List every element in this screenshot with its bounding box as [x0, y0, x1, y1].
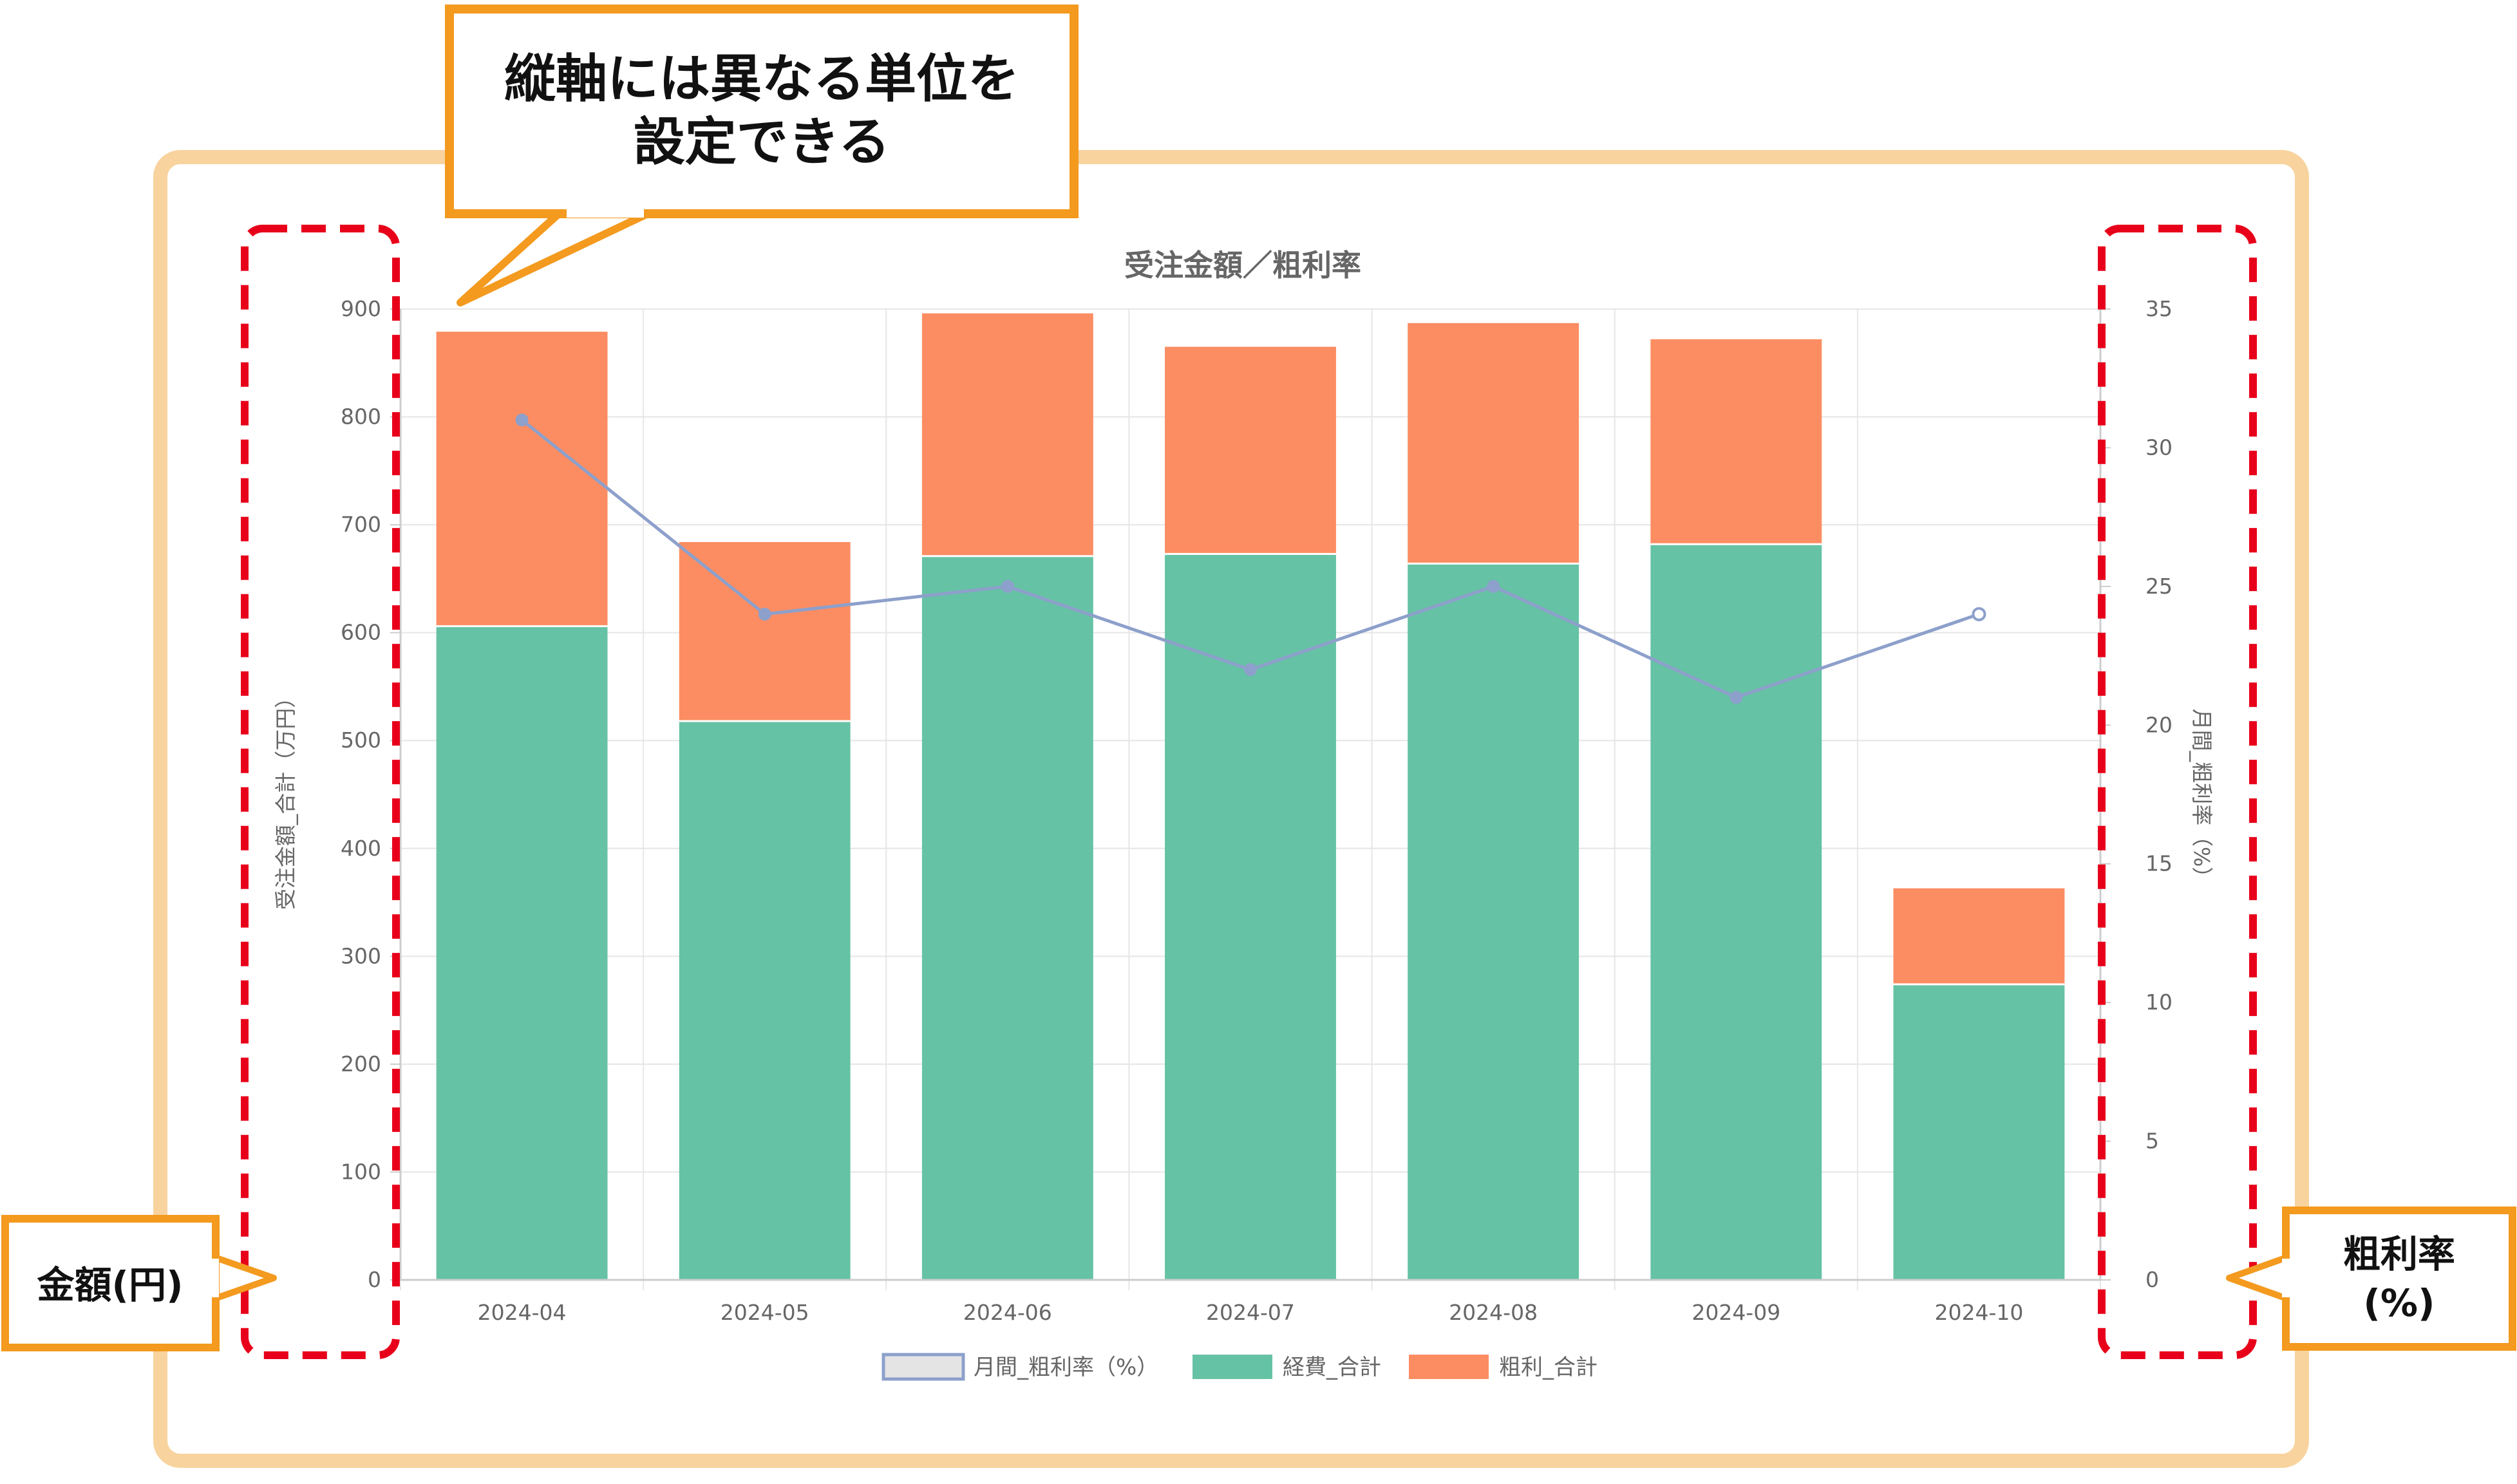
y-right-tick-label: 30	[2145, 435, 2173, 460]
x-tick-label: 2024-10	[1934, 1300, 2023, 1325]
bar-cost	[921, 556, 1093, 1281]
y-left-axis-title: 受注金額_合計（万円）	[273, 687, 298, 910]
y-left-tick-label: 400	[341, 836, 381, 861]
legend-swatch-profit	[1409, 1355, 1489, 1379]
left-axis-highlight	[241, 225, 400, 1359]
top-callout: 縦軸には異なる単位を 設定できる	[445, 5, 1079, 306]
y-left-tick-label: 0	[368, 1267, 381, 1292]
legend-label-cost: 経費_合計	[1283, 1355, 1381, 1380]
bar-cost	[679, 721, 851, 1280]
chart-title: 受注金額／粗利率	[1124, 248, 1361, 283]
bar-cost	[1408, 563, 1579, 1280]
y-right-tick-label: 5	[2145, 1129, 2159, 1154]
y-left-tick-label: 200	[341, 1051, 381, 1076]
right-axis-highlight	[2098, 225, 2257, 1359]
line-series-group	[515, 413, 1986, 704]
legend-swatch-cost	[1193, 1355, 1272, 1379]
bar-cost	[1165, 554, 1336, 1281]
y-left-tick-label: 600	[341, 620, 381, 645]
right-callout-line1: 粗利率	[2343, 1232, 2455, 1276]
y-left-tick-label: 300	[341, 943, 381, 968]
legend: 月間_粗利率（%） 経費_合計 粗利_合計	[881, 1353, 1598, 1381]
bar-cost	[1650, 544, 1822, 1280]
line-point	[1487, 579, 1500, 593]
bar-profit	[1165, 346, 1336, 554]
y-right-tick-label: 15	[2145, 851, 2173, 876]
y-left-tick-label: 900	[341, 296, 381, 321]
bar-profit	[436, 332, 608, 626]
x-tick-label: 2024-05	[721, 1300, 809, 1325]
y-right-tick-label: 0	[2145, 1267, 2159, 1292]
y-right-tick-label: 35	[2145, 296, 2173, 321]
y-right-axis-title: 月間_粗利率（%）	[2189, 709, 2214, 888]
right-callout-box	[2282, 1207, 2516, 1351]
bar-cost	[436, 626, 608, 1280]
bar-profit	[1408, 323, 1579, 564]
line-point	[1730, 691, 1743, 704]
line-point	[1972, 606, 1986, 621]
left-callout-label: 金額(円)	[37, 1263, 183, 1307]
y-left-tick-label: 700	[341, 512, 381, 537]
bar-cost	[1893, 984, 2065, 1280]
x-tick-label: 2024-08	[1449, 1300, 1538, 1325]
line-point	[758, 607, 771, 621]
legend-swatch-line	[881, 1353, 965, 1381]
right-callout-line2: (%)	[2363, 1281, 2435, 1325]
left-callout: 金額(円)	[1, 1215, 277, 1351]
top-callout-tail	[457, 209, 654, 306]
right-callout: 粗利率 (%)	[2226, 1207, 2516, 1351]
legend-label-line: 月間_粗利率（%）	[974, 1355, 1158, 1380]
bar-profit	[1650, 339, 1822, 545]
x-tick-label: 2024-09	[1692, 1300, 1780, 1325]
bars-group	[436, 313, 2065, 1281]
x-tick-label: 2024-06	[963, 1300, 1052, 1325]
x-tick-label: 2024-07	[1206, 1300, 1295, 1325]
y-right-tick-label: 20	[2145, 712, 2173, 737]
y-left-tick-label: 500	[341, 728, 381, 753]
line-point	[515, 413, 529, 427]
y-left-tick-label: 100	[341, 1159, 381, 1184]
y-left-tick-label: 800	[341, 404, 381, 429]
y-right-tick-label: 25	[2145, 574, 2173, 599]
left-callout-box	[1, 1215, 220, 1351]
bar-profit	[921, 313, 1093, 556]
y-right-tick-label: 10	[2145, 990, 2173, 1015]
legend-label-profit: 粗利_合計	[1499, 1355, 1598, 1380]
top-callout-line2: 設定できる	[634, 112, 890, 172]
bar-profit	[679, 541, 851, 722]
line-point	[1244, 663, 1257, 677]
bar-profit	[1893, 888, 2065, 984]
x-tick-label: 2024-04	[478, 1300, 567, 1325]
top-callout-line1: 縦軸には異なる単位を	[504, 49, 1019, 109]
top-callout-box	[445, 5, 1079, 218]
line-point	[1001, 579, 1014, 593]
